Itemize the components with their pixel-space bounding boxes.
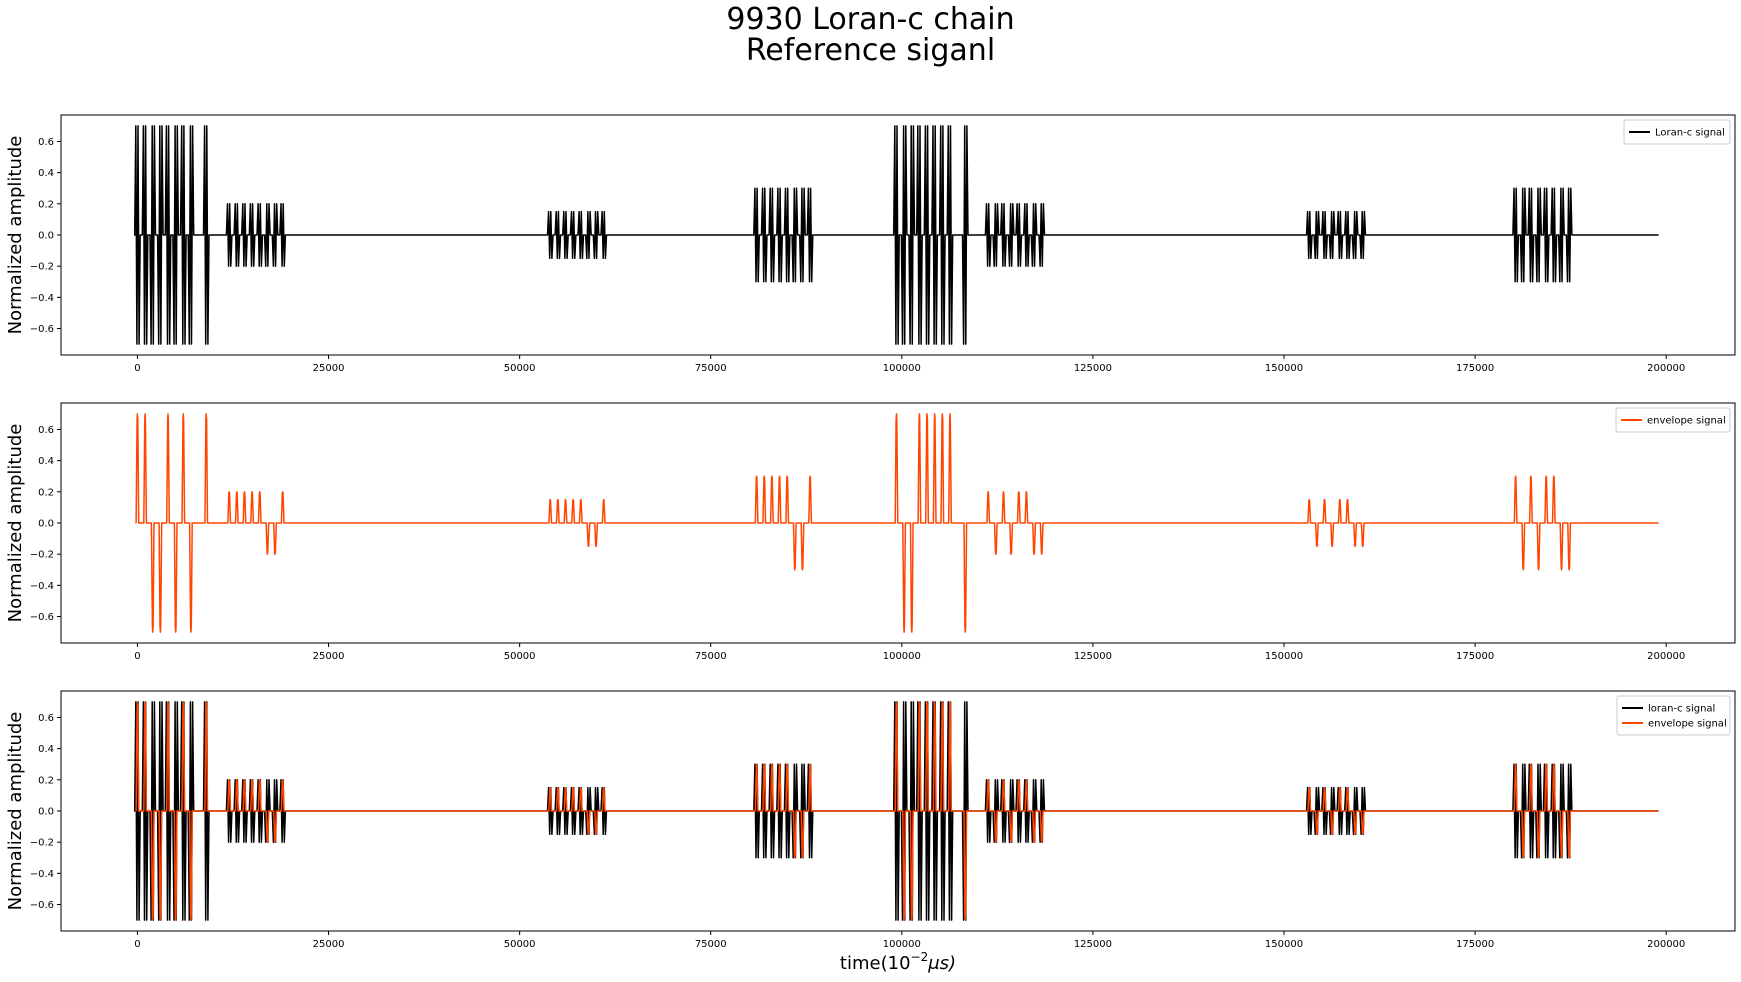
series-line-loran (133, 125, 1659, 345)
x-tick-label: 50000 (504, 939, 536, 950)
x-tick-label: 50000 (504, 651, 536, 662)
y-tick-label: 0.4 (38, 744, 54, 755)
y-tick-label: −0.2 (30, 550, 54, 561)
legend: Loran-c signal (1623, 119, 1731, 145)
x-tick-label: 25000 (313, 939, 345, 950)
legend-box (1615, 407, 1731, 433)
x-tick-label: 100000 (883, 651, 921, 662)
y-tick-label: 0.4 (38, 168, 54, 179)
x-tick-label: 50000 (504, 363, 536, 374)
x-tick-label: 25000 (313, 651, 345, 662)
y-tick-label: 0.0 (38, 231, 54, 242)
y-tick-label: −0.4 (30, 869, 54, 880)
figure-title-line-1: 9930 Loran-c chain (726, 2, 1015, 37)
y-tick-label: 0.2 (38, 487, 54, 498)
x-tick-label: 200000 (1647, 651, 1685, 662)
x-tick-label: 200000 (1647, 363, 1685, 374)
legend: envelope signal (1615, 407, 1731, 433)
y-tick-label: −0.4 (30, 293, 54, 304)
x-tick-label: 175000 (1456, 363, 1494, 374)
y-tick-label: 0.2 (38, 199, 54, 210)
y-axis-label: Normalized amplitude (5, 424, 26, 623)
x-tick-label: 25000 (313, 363, 345, 374)
y-tick-label: 0.6 (38, 425, 54, 436)
y-tick-label: −0.6 (30, 612, 54, 623)
panel-3: 0 25000 50000 75000 100000 125000 150000 175000… (5, 690, 1736, 950)
x-tick-label: 75000 (695, 651, 727, 662)
x-tick-label: 150000 (1265, 939, 1303, 950)
y-tick-label: 0.2 (38, 775, 54, 786)
y-tick-label: 0.4 (38, 456, 54, 467)
x-tick-label: 0 (134, 939, 140, 950)
x-axis-label-suffix: μs) (927, 953, 956, 974)
x-tick-label: 200000 (1647, 939, 1685, 950)
y-tick-label: −0.2 (30, 262, 54, 273)
x-tick-label: 175000 (1456, 939, 1494, 950)
x-tick-label: 100000 (883, 939, 921, 950)
legend: loran-c signal envelope signal (1616, 695, 1731, 736)
x-tick-label: 0 (134, 651, 140, 662)
x-tick-label: 150000 (1265, 651, 1303, 662)
x-tick-label: 125000 (1074, 939, 1112, 950)
panel-2: 0 25000 50000 75000 100000 125000 150000 175000… (5, 402, 1736, 662)
x-tick-label: 125000 (1074, 651, 1112, 662)
y-axis-label: Normalized amplitude (5, 712, 26, 911)
y-tick-label: −0.2 (30, 838, 54, 849)
legend-box (1623, 119, 1731, 145)
series-line-envelope (135, 701, 1659, 921)
y-axis-label: Normalized amplitude (5, 136, 26, 335)
x-tick-label: 0 (134, 363, 140, 374)
legend-label: envelope signal (1647, 416, 1726, 427)
y-tick-label: −0.4 (30, 581, 54, 592)
y-tick-label: −0.6 (30, 900, 54, 911)
legend-label: envelope signal (1648, 719, 1727, 730)
x-axis-label: time(10−2μs) (840, 950, 956, 974)
series-line-envelope (135, 413, 1659, 633)
y-tick-label: 0.0 (38, 519, 54, 530)
figure-title-line-2: Reference siganl (745, 33, 996, 68)
legend-label: Loran-c signal (1655, 128, 1725, 139)
y-tick-label: 0.6 (38, 137, 54, 148)
x-tick-label: 75000 (695, 363, 727, 374)
x-tick-label: 100000 (883, 363, 921, 374)
legend-box (1616, 695, 1731, 736)
y-tick-label: 0.6 (38, 713, 54, 724)
y-tick-label: 0.0 (38, 807, 54, 818)
panel-1: 0 25000 50000 75000 100000 125000 150000 175000… (5, 114, 1736, 374)
x-axis-label-exponent: −2 (911, 950, 929, 964)
x-tick-label: 175000 (1456, 651, 1494, 662)
x-axis-label-prefix: time(10 (840, 953, 911, 974)
legend-label: loran-c signal (1648, 704, 1715, 715)
x-tick-label: 75000 (695, 939, 727, 950)
x-tick-label: 150000 (1265, 363, 1303, 374)
x-tick-label: 125000 (1074, 363, 1112, 374)
y-tick-label: −0.6 (30, 324, 54, 335)
